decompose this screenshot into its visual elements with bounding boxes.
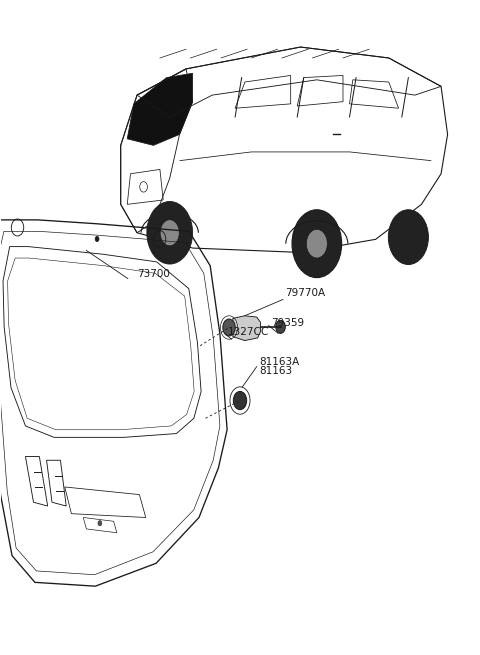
Circle shape	[306, 229, 327, 258]
Text: 79359: 79359	[271, 318, 304, 328]
Polygon shape	[127, 73, 192, 145]
Circle shape	[160, 219, 179, 246]
Circle shape	[276, 320, 285, 333]
Text: 73700: 73700	[137, 269, 170, 278]
Circle shape	[388, 210, 429, 265]
Text: 1327CC: 1327CC	[228, 328, 269, 337]
Text: 81163A: 81163A	[259, 356, 300, 367]
Circle shape	[223, 319, 235, 336]
Circle shape	[95, 236, 99, 242]
Circle shape	[233, 392, 247, 409]
Text: 79770A: 79770A	[285, 288, 325, 298]
Text: 81163: 81163	[259, 366, 292, 377]
Polygon shape	[233, 316, 261, 341]
Circle shape	[98, 521, 102, 526]
Circle shape	[292, 210, 342, 278]
Circle shape	[147, 202, 192, 264]
